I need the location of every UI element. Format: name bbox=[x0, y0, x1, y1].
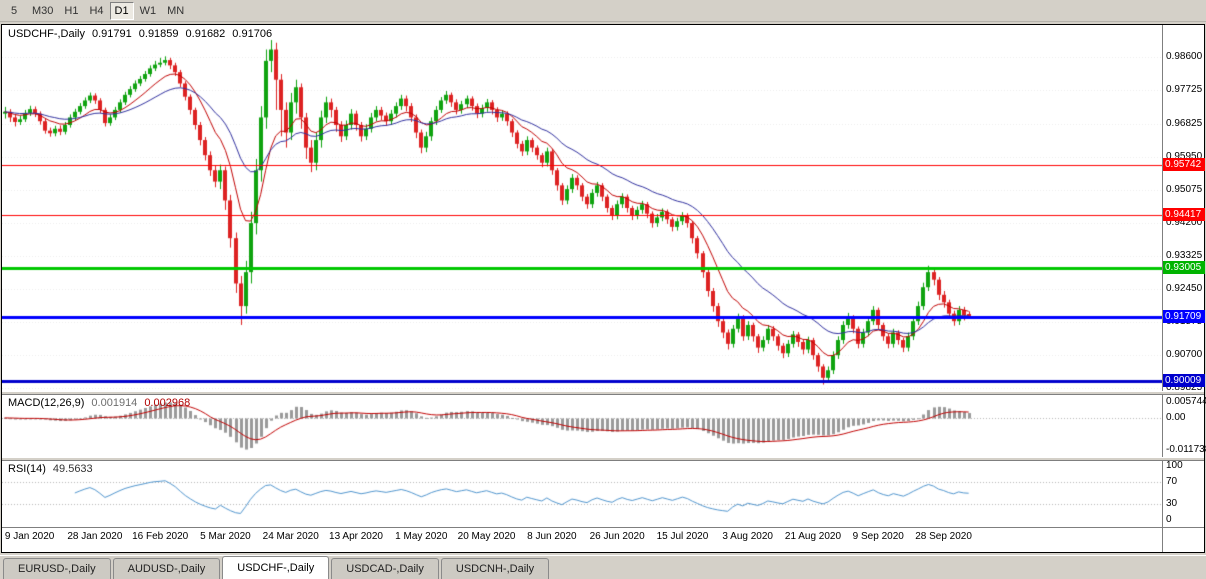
price-axis[interactable]: 0.98600 0.97725 0.96825 0.95950 0.95075 0.942… bbox=[1162, 25, 1206, 552]
rsi-name: RSI(14) bbox=[8, 463, 46, 475]
timeframe-button-mn[interactable]: MN bbox=[167, 4, 185, 17]
date-label: 15 Jul 2020 bbox=[656, 531, 709, 542]
price-level-tag: 0.91709 bbox=[1163, 310, 1205, 324]
date-label: 28 Sep 2020 bbox=[915, 531, 972, 542]
date-label: 16 Feb 2020 bbox=[132, 531, 189, 542]
timeframe-button-h4[interactable]: H4 bbox=[89, 4, 104, 17]
date-label: 8 Jun 2020 bbox=[527, 531, 577, 542]
rsi-indicator-canvas[interactable] bbox=[2, 461, 1162, 527]
macd-main-value: 0.001914 bbox=[91, 397, 138, 409]
chart-tab-audusd[interactable]: AUDUSD-,Daily bbox=[112, 558, 221, 579]
date-label: 26 Jun 2020 bbox=[589, 531, 645, 542]
open-value: 0.91791 bbox=[92, 28, 132, 40]
date-label: 9 Jan 2020 bbox=[4, 531, 55, 542]
macd-axis-label: 0.005744 bbox=[1166, 396, 1206, 408]
price-axis-label: 0.95950 bbox=[1166, 151, 1203, 163]
chart-tab-usdcnh[interactable]: USDCNH-,Daily bbox=[440, 558, 550, 579]
date-label: 20 May 2020 bbox=[457, 531, 516, 542]
date-label: 13 Apr 2020 bbox=[329, 531, 383, 542]
high-value: 0.91859 bbox=[138, 28, 179, 40]
date-label: 1 May 2020 bbox=[395, 531, 448, 542]
price-level-tag: 0.90009 bbox=[1163, 374, 1205, 388]
close-value: 0.91706 bbox=[232, 28, 273, 40]
rsi-axis-label: 0 bbox=[1166, 514, 1172, 525]
date-label: 3 Aug 2020 bbox=[722, 531, 773, 542]
chart-title-ohlc: USDCHF-,Daily 0.91791 0.91859 0.91682 0.… bbox=[8, 28, 272, 40]
low-value: 0.91682 bbox=[185, 28, 226, 40]
macd-axis-label: 0.00 bbox=[1166, 411, 1186, 423]
symbol-timeframe-label: USDCHF-,Daily bbox=[8, 28, 85, 40]
timeframe-toolbar: 5 M30 H1 H4 D1 W1 MN bbox=[0, 0, 1206, 22]
time-axis[interactable]: 9 Jan 2020 28 Jan 2020 16 Feb 2020 5 Mar 20… bbox=[2, 529, 1162, 547]
price-axis-label: 0.90700 bbox=[1166, 349, 1203, 361]
price-axis-label: 0.98600 bbox=[1166, 51, 1203, 63]
timeframe-button-m30[interactable]: M30 bbox=[32, 4, 54, 17]
price-axis-label: 0.97725 bbox=[1166, 84, 1203, 96]
chart-plot-area: USDCHF-,Daily 0.91791 0.91859 0.91682 0.… bbox=[2, 25, 1162, 552]
macd-signal-value: 0.002968 bbox=[144, 397, 191, 409]
timeframe-button-w1[interactable]: W1 bbox=[139, 4, 157, 17]
rsi-axis-label: 30 bbox=[1166, 497, 1178, 509]
pane-border bbox=[2, 527, 1204, 528]
date-label: 9 Sep 2020 bbox=[852, 531, 904, 542]
price-axis-label: 0.92450 bbox=[1166, 283, 1203, 295]
rsi-axis-label: 100 bbox=[1166, 460, 1183, 471]
price-axis-label: 0.89825 bbox=[1166, 382, 1203, 394]
date-label: 21 Aug 2020 bbox=[784, 531, 842, 542]
pane-splitter[interactable] bbox=[2, 391, 1204, 395]
price-level-tag: 0.93005 bbox=[1163, 261, 1205, 275]
macd-axis-label: -0.011738 bbox=[1166, 443, 1206, 455]
macd-name: MACD(12,26,9) bbox=[8, 397, 85, 409]
chart-tab-usdchf[interactable]: USDCHF-,Daily bbox=[222, 556, 330, 579]
date-label: 28 Jan 2020 bbox=[67, 531, 123, 542]
price-axis-label: 0.96825 bbox=[1166, 118, 1203, 130]
price-axis-label: 0.95075 bbox=[1166, 184, 1203, 196]
pane-splitter[interactable] bbox=[2, 457, 1204, 461]
price-level-tag: 0.95742 bbox=[1163, 157, 1205, 171]
timeframe-button-d1[interactable]: D1 bbox=[109, 1, 134, 20]
price-axis-label: 0.93325 bbox=[1166, 250, 1203, 262]
chart-tab-usdcad[interactable]: USDCAD-,Daily bbox=[331, 558, 439, 579]
macd-indicator-label: MACD(12,26,9) 0.001914 0.002968 bbox=[8, 397, 190, 409]
rsi-value: 49.5633 bbox=[52, 463, 93, 475]
date-label: 24 Mar 2020 bbox=[262, 531, 319, 542]
price-level-tag: 0.94417 bbox=[1163, 207, 1205, 221]
timeframe-button-h1[interactable]: H1 bbox=[64, 4, 79, 17]
chart-window: USDCHF-,Daily 0.91791 0.91859 0.91682 0.… bbox=[1, 24, 1206, 553]
chart-tab-eurusd[interactable]: EURUSD-,Daily bbox=[3, 558, 111, 579]
macd-indicator-canvas[interactable] bbox=[2, 395, 1162, 457]
chart-tab-bar: EURUSD-,Daily AUDUSD-,Daily USDCHF-,Daily U… bbox=[0, 555, 1206, 579]
price-chart-canvas[interactable] bbox=[2, 25, 1162, 391]
rsi-indicator-label: RSI(14) 49.5633 bbox=[8, 463, 93, 475]
rsi-axis-label: 70 bbox=[1166, 476, 1178, 488]
date-label: 5 Mar 2020 bbox=[200, 531, 251, 542]
timeframe-button-5[interactable]: 5 bbox=[10, 4, 18, 17]
price-axis-label: 0.94200 bbox=[1166, 217, 1203, 229]
